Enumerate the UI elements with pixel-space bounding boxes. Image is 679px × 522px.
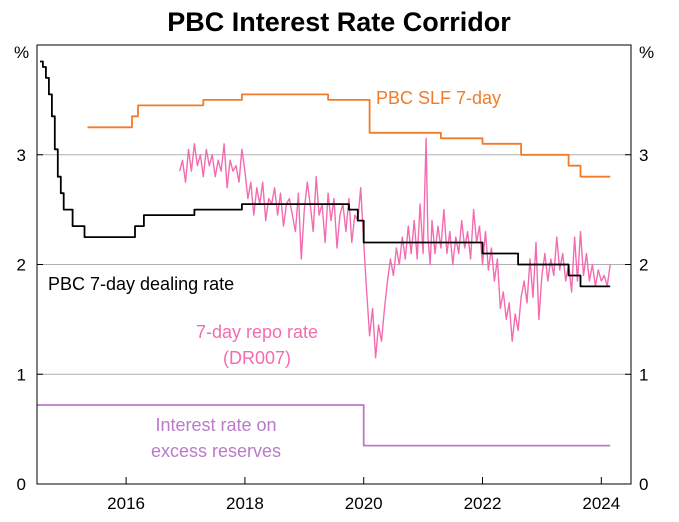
x-tick-label: 2020 <box>345 494 383 513</box>
label-repo-rate-line2: (DR007) <box>223 348 291 368</box>
label-ioer: Interest rate on <box>155 415 276 435</box>
series-line-repo-rate <box>178 137 611 359</box>
y-unit-right: % <box>639 43 654 62</box>
label-repo-rate: 7-day repo rate <box>196 322 318 342</box>
x-tick-label: 2024 <box>582 494 620 513</box>
y-tick-label-right: 3 <box>639 146 648 165</box>
label-dealing-rate: PBC 7-day dealing rate <box>48 274 234 294</box>
series-line-slf <box>87 93 611 178</box>
y-tick-label-right: 1 <box>639 365 648 384</box>
y-unit-left: % <box>14 43 29 62</box>
x-tick-label: 2022 <box>464 494 502 513</box>
series-layer <box>37 60 611 447</box>
y-tick-label-left: 2 <box>17 256 26 275</box>
series-line-ioer <box>37 404 611 447</box>
y-tick-label-left: 0 <box>17 475 26 494</box>
axes: 0 0 1 1 2 2 3 3 2016 2018 2020 2022 2024 <box>17 146 649 513</box>
series-line-dealing-rate <box>40 60 611 288</box>
label-slf: PBC SLF 7-day <box>376 88 501 108</box>
y-tick-label-right: 0 <box>639 475 648 494</box>
label-ioer-line2: excess reserves <box>151 441 281 461</box>
y-tick-label-right: 2 <box>639 256 648 275</box>
x-tick-label: 2016 <box>107 494 145 513</box>
y-tick-label-left: 3 <box>17 146 26 165</box>
x-tick-label: 2018 <box>226 494 264 513</box>
y-tick-label-left: 1 <box>17 365 26 384</box>
chart-title: PBC Interest Rate Corridor <box>167 7 511 37</box>
